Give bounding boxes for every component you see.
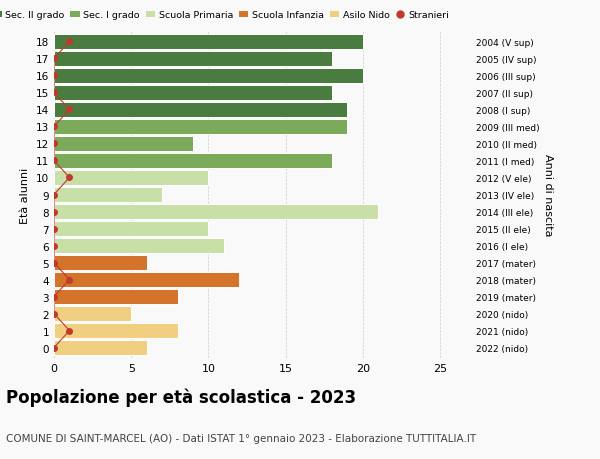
Bar — [54, 239, 224, 253]
Bar — [54, 35, 363, 50]
Bar — [54, 137, 193, 151]
Bar — [54, 341, 146, 355]
Bar — [54, 171, 208, 185]
Bar — [54, 290, 178, 304]
Bar — [54, 86, 332, 101]
Bar — [54, 273, 239, 287]
Y-axis label: Età alunni: Età alunni — [20, 167, 31, 223]
Bar — [54, 120, 347, 134]
Bar — [54, 324, 178, 338]
Bar — [54, 205, 379, 219]
Bar — [54, 307, 131, 321]
Legend: Sec. II grado, Sec. I grado, Scuola Primaria, Scuola Infanzia, Asilo Nido, Stran: Sec. II grado, Sec. I grado, Scuola Prim… — [0, 8, 453, 24]
Bar — [54, 69, 363, 84]
Y-axis label: Anni di nascita: Anni di nascita — [544, 154, 553, 236]
Bar — [54, 103, 347, 118]
Bar — [54, 256, 146, 270]
Text: Popolazione per età scolastica - 2023: Popolazione per età scolastica - 2023 — [6, 388, 356, 406]
Bar — [54, 154, 332, 168]
Bar — [54, 222, 208, 236]
Bar — [54, 188, 162, 202]
Bar — [54, 52, 332, 67]
Text: COMUNE DI SAINT-MARCEL (AO) - Dati ISTAT 1° gennaio 2023 - Elaborazione TUTTITAL: COMUNE DI SAINT-MARCEL (AO) - Dati ISTAT… — [6, 433, 476, 443]
